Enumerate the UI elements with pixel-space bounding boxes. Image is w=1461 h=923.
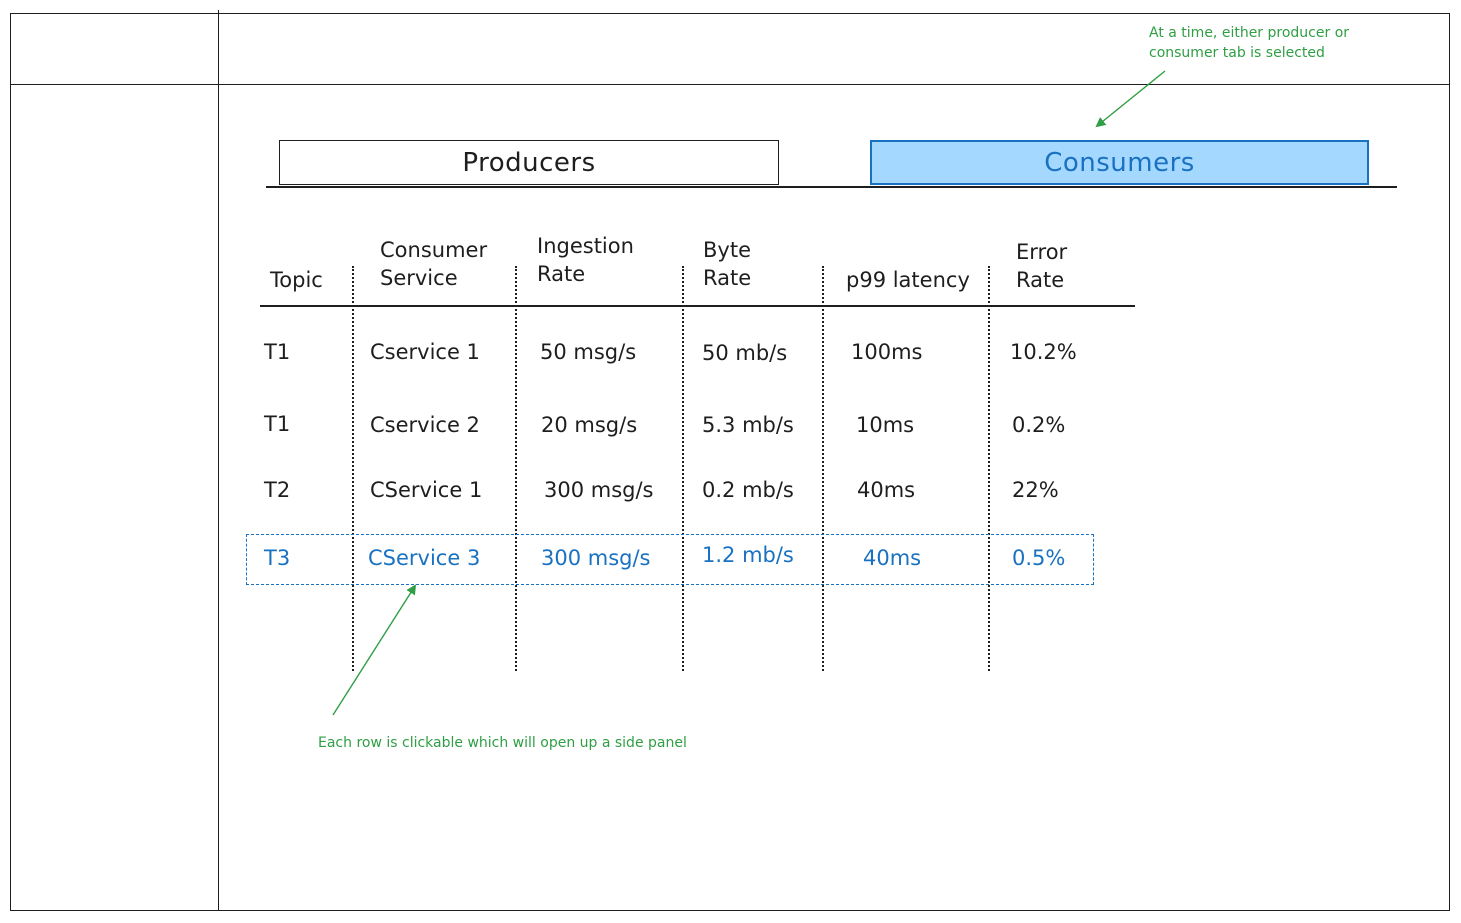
header-byte-rate-line2: Rate [703, 266, 752, 290]
header-ingestion-rate-line1: Ingestion [537, 234, 634, 258]
cell-service: Cservice 1 [370, 340, 480, 364]
wireframe-border [10, 13, 1450, 911]
selected-table-row[interactable] [246, 534, 1094, 585]
header-divider [10, 84, 1450, 85]
cell-byte-rate: 50 mb/s [702, 341, 788, 365]
table-header-rule [260, 305, 1135, 307]
header-consumer-service-line2: Service [380, 266, 458, 290]
cell-ingestion-rate: 300 msg/s [544, 478, 654, 502]
cell-service: CService 1 [370, 478, 483, 502]
tabs-underline [266, 186, 1397, 188]
cell-p99-latency: 40ms [857, 478, 916, 502]
cell-service: Cservice 2 [370, 413, 480, 437]
column-divider [352, 266, 354, 671]
tab-producers[interactable]: Producers [279, 140, 779, 185]
cell-ingestion-rate: 300 msg/s [541, 546, 651, 570]
cell-p99-latency: 10ms [856, 413, 915, 437]
cell-service: CService 3 [368, 546, 481, 570]
cell-error-rate: 0.5% [1012, 546, 1066, 570]
cell-byte-rate: 5.3 mb/s [702, 413, 794, 437]
sidebar-divider [218, 10, 219, 911]
header-consumer-service-line1: Consumer [380, 238, 488, 262]
cell-p99-latency: 100ms [851, 340, 923, 364]
column-divider [822, 266, 824, 671]
header-p99-latency: p99 latency [846, 268, 970, 292]
cell-error-rate: 22% [1012, 478, 1059, 502]
column-divider [515, 266, 517, 671]
cell-ingestion-rate: 20 msg/s [541, 413, 638, 437]
row-clickable-note: Each row is clickable which will open up… [318, 735, 687, 751]
cell-error-rate: 0.2% [1012, 413, 1066, 437]
cell-p99-latency: 40ms [863, 546, 922, 570]
tab-selection-note-line1: At a time, either producer or [1149, 25, 1350, 41]
tab-consumers[interactable]: Consumers [870, 140, 1369, 185]
cell-topic: T1 [264, 412, 291, 436]
header-ingestion-rate-line2: Rate [537, 262, 586, 286]
cell-topic: T3 [264, 546, 291, 570]
tab-selection-note-line2: consumer tab is selected [1149, 45, 1325, 61]
header-byte-rate-line1: Byte [703, 238, 751, 262]
cell-error-rate: 10.2% [1010, 340, 1077, 364]
cell-byte-rate: 1.2 mb/s [702, 543, 794, 567]
header-topic: Topic [270, 268, 323, 292]
column-divider [682, 266, 684, 671]
cell-ingestion-rate: 50 msg/s [540, 340, 637, 364]
column-divider [988, 266, 990, 671]
tab-note-arrow [1095, 70, 1166, 128]
cell-topic: T1 [264, 340, 291, 364]
cell-topic: T2 [264, 478, 291, 502]
cell-byte-rate: 0.2 mb/s [702, 478, 794, 502]
header-error-rate-line2: Rate [1016, 268, 1065, 292]
row-note-arrow [332, 584, 417, 716]
header-error-rate-line1: Error [1016, 240, 1068, 264]
